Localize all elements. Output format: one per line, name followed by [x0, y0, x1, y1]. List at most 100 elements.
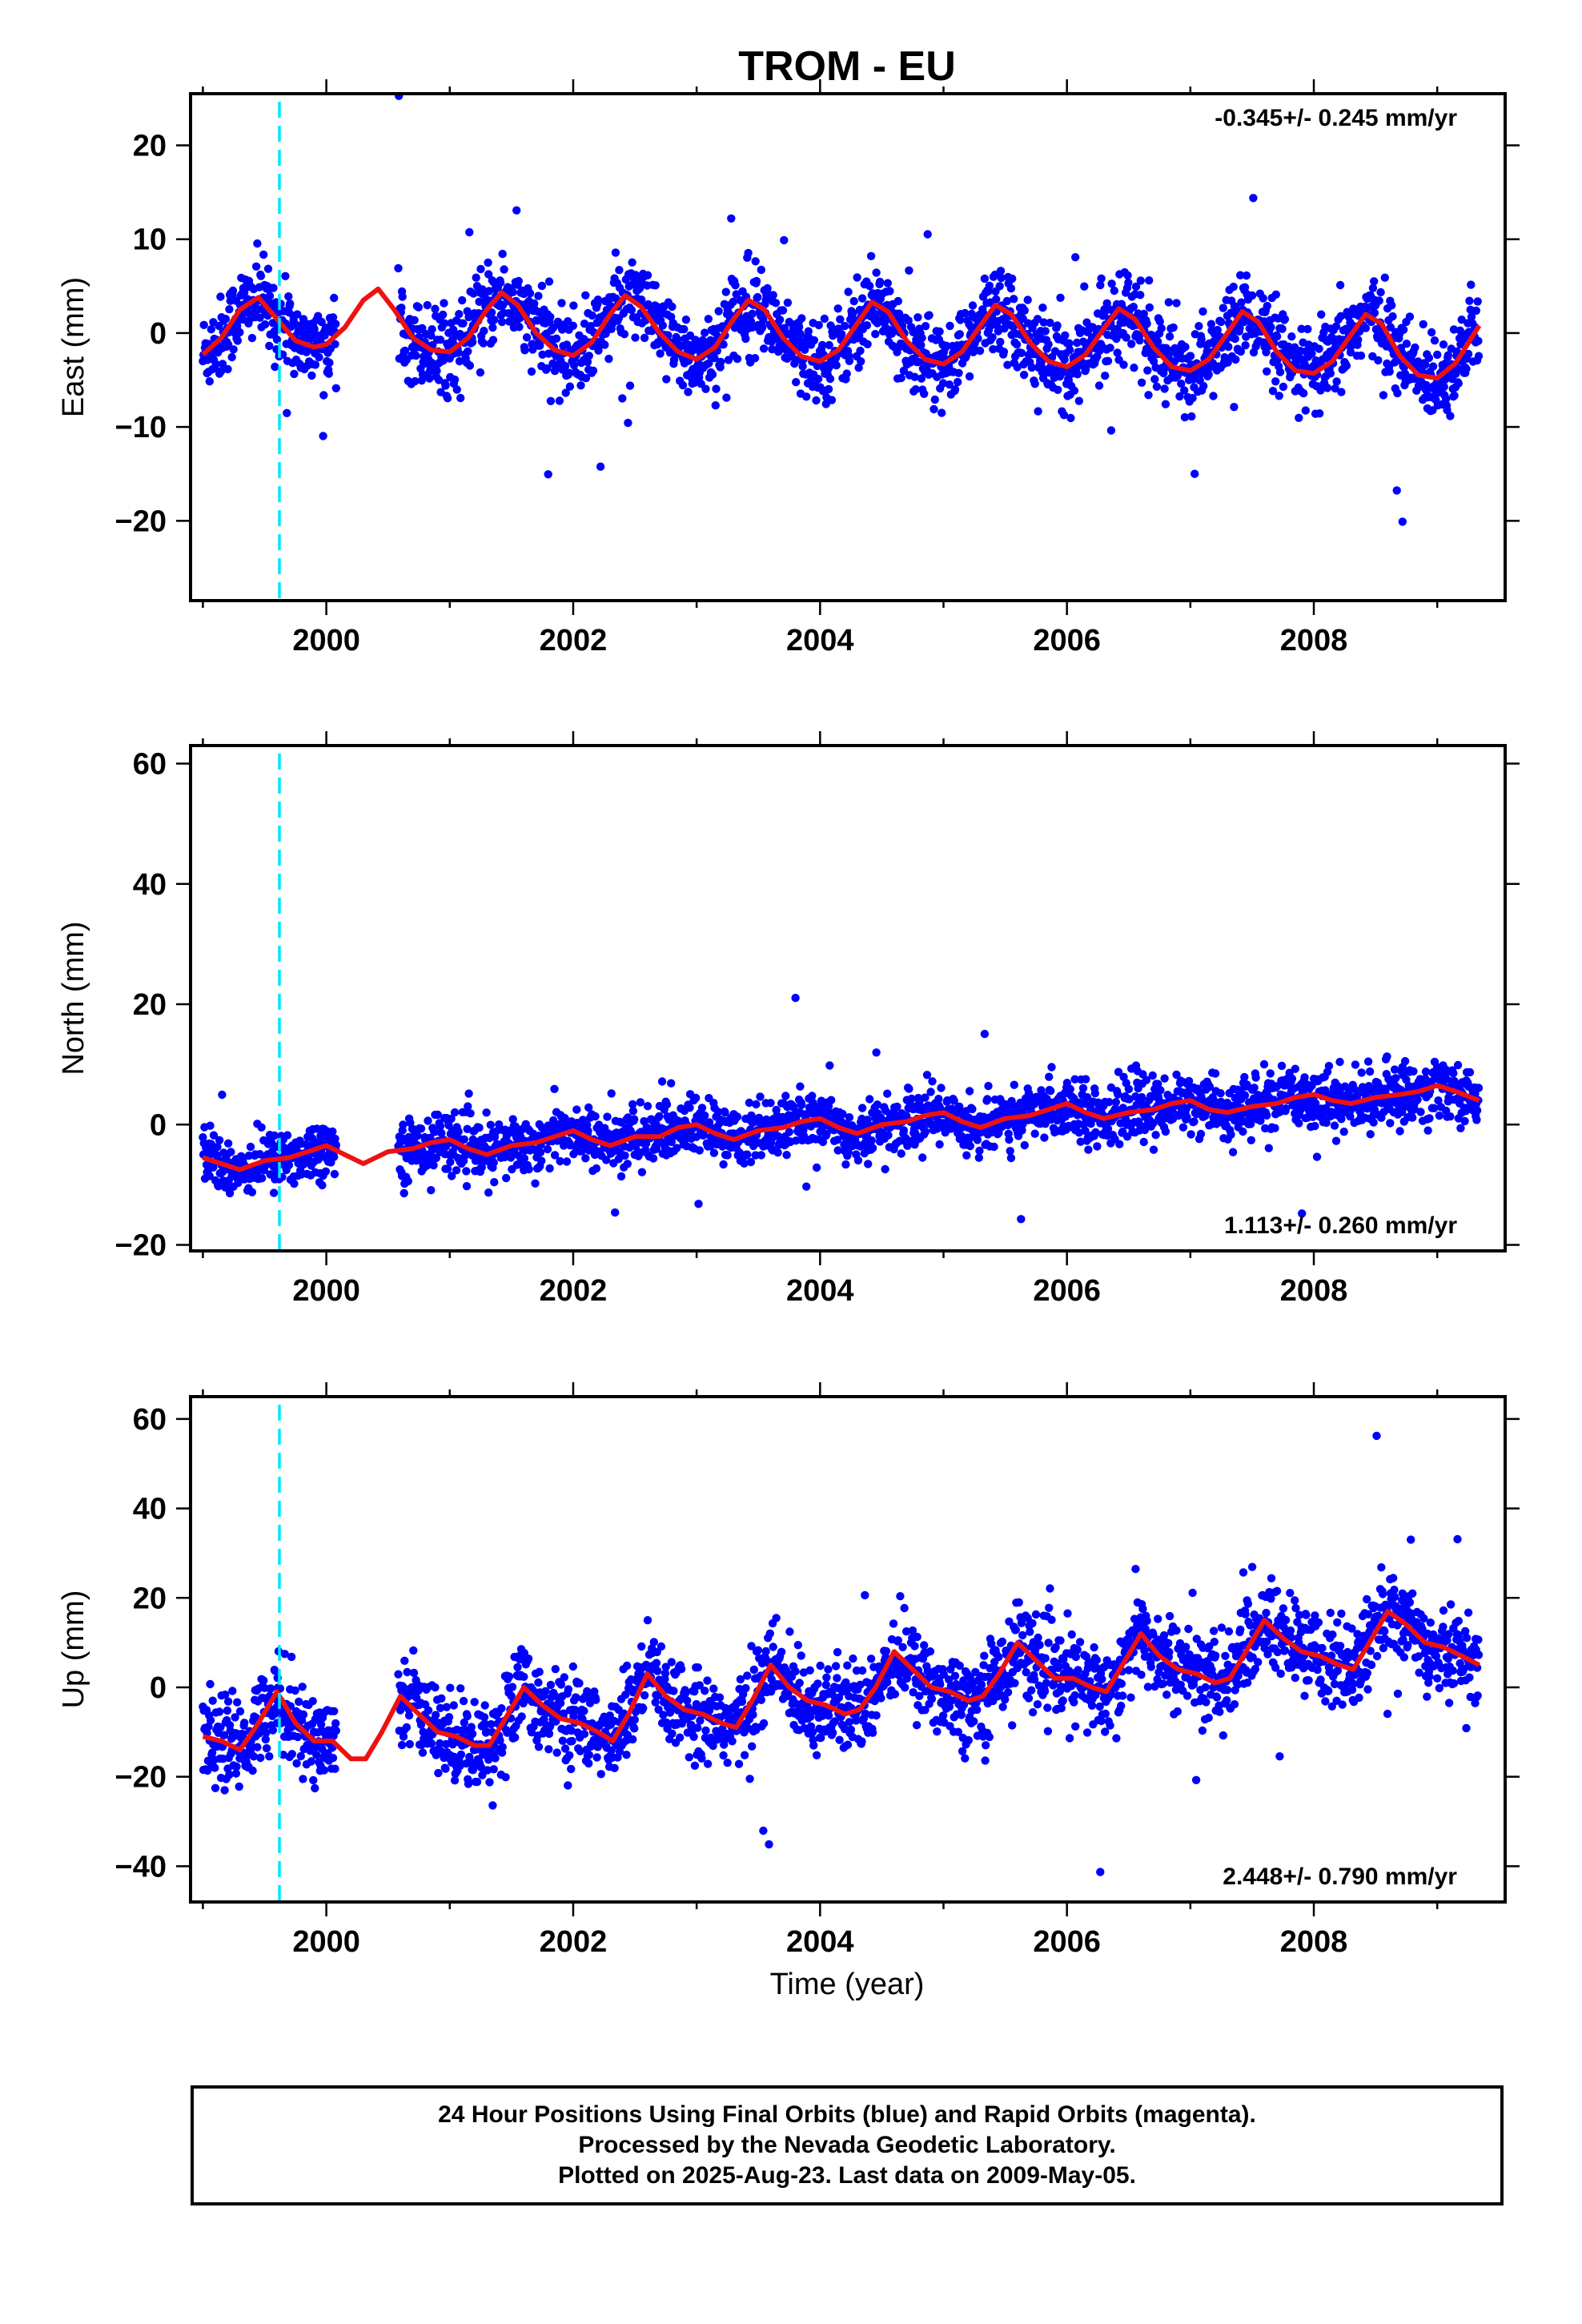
data-point: [893, 296, 903, 306]
data-point: [723, 1151, 732, 1160]
data-point: [1084, 1145, 1093, 1154]
data-point: [1070, 1075, 1079, 1084]
data-point: [423, 300, 432, 310]
data-point: [827, 396, 837, 404]
y-tick-label: −20: [115, 1228, 167, 1262]
data-point: [1449, 1069, 1458, 1078]
data-point: [555, 396, 564, 405]
data-point: [400, 346, 410, 356]
data-point: [560, 362, 570, 371]
data-point: [452, 385, 461, 394]
data-point: [1335, 1057, 1344, 1067]
data-point: [673, 1144, 681, 1152]
data-point: [565, 368, 574, 377]
data-point: [863, 1116, 872, 1124]
data-point: [950, 1096, 958, 1105]
data-point: [307, 371, 316, 380]
data-point: [827, 1096, 836, 1104]
plot-frame: [189, 92, 1507, 602]
x-tick-label: 2000: [292, 1274, 360, 1308]
data-point: [280, 1650, 289, 1659]
data-point: [1301, 406, 1311, 415]
data-point: [974, 1153, 984, 1162]
data-point: [883, 279, 893, 287]
data-point: [701, 1111, 709, 1120]
data-point: [990, 1142, 998, 1152]
data-point: [1368, 283, 1378, 292]
data-point: [454, 348, 463, 357]
data-point: [1291, 1064, 1300, 1073]
data-point: [1122, 333, 1130, 342]
data-point: [938, 379, 948, 388]
data-point: [487, 308, 496, 317]
data-point: [867, 1136, 877, 1145]
y-tick-label: 60: [133, 748, 167, 782]
data-point: [1454, 379, 1464, 388]
data-point: [225, 1188, 235, 1198]
data-point: [961, 308, 970, 318]
data-point: [593, 296, 603, 304]
data-point: [556, 1156, 564, 1166]
data-point: [1073, 338, 1082, 348]
data-point: [427, 1186, 436, 1195]
data-point: [824, 384, 833, 394]
data-point: [1017, 1215, 1026, 1224]
data-point: [1152, 382, 1162, 391]
data-point: [1332, 377, 1341, 386]
data-point: [797, 1100, 806, 1109]
data-point: [833, 1146, 842, 1155]
data-point: [216, 292, 225, 301]
data-point: [253, 239, 262, 248]
data-point: [1148, 1071, 1157, 1080]
data-point: [1277, 1061, 1287, 1071]
data-point: [443, 394, 452, 403]
data-point: [826, 321, 835, 330]
data-point: [247, 333, 257, 343]
data-point: [1381, 1086, 1390, 1095]
data-point: [412, 351, 420, 360]
data-point: [1428, 362, 1438, 371]
data-point: [546, 396, 556, 405]
data-point: [825, 374, 835, 384]
data-point: [1278, 324, 1287, 333]
data-point: [849, 296, 858, 306]
data-point: [299, 315, 308, 324]
data-point: [1073, 370, 1082, 379]
data-point: [1017, 348, 1026, 357]
data-point: [802, 392, 811, 401]
data-point: [584, 1126, 592, 1136]
data-point: [321, 1167, 331, 1176]
data-point: [637, 1168, 647, 1176]
data-point: [520, 346, 529, 355]
data-point: [701, 328, 709, 337]
data-point: [668, 302, 677, 312]
data-point: [565, 382, 575, 391]
data-point: [536, 341, 544, 350]
data-point: [315, 352, 323, 362]
data-point: [538, 350, 547, 359]
data-point: [782, 1151, 791, 1160]
data-point: [775, 316, 785, 324]
data-point: [708, 370, 717, 379]
data-point: [488, 336, 498, 344]
data-point: [454, 1127, 463, 1136]
data-point: [658, 321, 667, 330]
data-point: [216, 367, 226, 376]
data-point: [1369, 1118, 1378, 1127]
data-point: [425, 374, 434, 383]
data-point: [1457, 316, 1466, 324]
data-point: [1103, 1124, 1113, 1133]
data-point: [750, 354, 760, 363]
data-point: [802, 1182, 811, 1191]
data-point: [1342, 324, 1351, 333]
data-point: [1263, 301, 1272, 311]
data-point: [317, 317, 326, 327]
data-point: [1433, 350, 1442, 360]
data-point: [628, 258, 636, 267]
data-point: [825, 340, 833, 350]
data-point: [520, 1154, 529, 1163]
data-point: [218, 360, 227, 368]
data-point: [586, 322, 595, 331]
data-point: [709, 1148, 719, 1157]
